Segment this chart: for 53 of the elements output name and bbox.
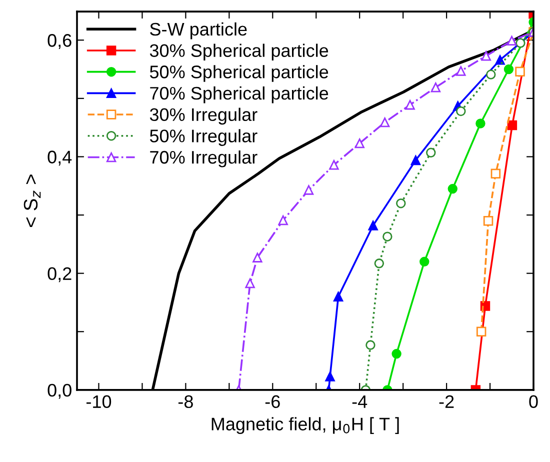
- y-tick-label: 0,4: [48, 150, 72, 166]
- point: [382, 232, 392, 242]
- legend-label: 70% Irregular: [150, 150, 258, 168]
- point: [304, 185, 314, 195]
- x-tick-label: -2: [439, 395, 454, 408]
- point: [420, 256, 430, 267]
- y-tick-label: 0,0: [48, 384, 72, 399]
- point: [515, 66, 525, 76]
- point: [481, 51, 491, 61]
- point: [410, 155, 421, 166]
- point: [245, 278, 255, 288]
- point: [396, 198, 406, 208]
- point: [456, 106, 466, 116]
- point: [476, 326, 486, 336]
- point: [506, 36, 517, 46]
- y-tick-label: 0,6: [48, 34, 72, 49]
- x-tick-label: -6: [265, 395, 280, 408]
- point: [476, 118, 486, 128]
- point: [486, 70, 496, 80]
- point: [380, 117, 390, 128]
- legend-label: 50% Irregular: [150, 129, 258, 146]
- point: [426, 148, 436, 158]
- point: [366, 340, 376, 350]
- x-tick-label: -10: [86, 395, 112, 408]
- legend-label: S-W particle: [150, 22, 247, 40]
- point: [490, 168, 501, 178]
- point: [504, 64, 514, 74]
- point: [278, 215, 288, 226]
- y-axis-title: < S$_{z}$ >: [24, 174, 41, 227]
- point: [374, 258, 384, 268]
- x-tick-label: -8: [178, 395, 193, 408]
- legend-label: 30% Irregular: [150, 108, 258, 125]
- x-tick-label: -4: [352, 395, 368, 408]
- point: [368, 220, 378, 230]
- point: [333, 292, 344, 302]
- point: [448, 184, 458, 194]
- point: [405, 100, 415, 110]
- legend-label: 50% Spherical particle: [150, 65, 328, 82]
- x-axis-title: Magnetic field, μ$_{0}$H [ T ]: [212, 417, 399, 434]
- point: [325, 372, 335, 382]
- point: [483, 216, 494, 226]
- point: [507, 120, 518, 130]
- point: [456, 66, 466, 76]
- point: [354, 138, 364, 148]
- point: [252, 252, 262, 262]
- point: [329, 160, 339, 170]
- point: [392, 348, 402, 359]
- point: [430, 82, 441, 92]
- legend-label: 70% Spherical particle: [150, 86, 328, 104]
- y-tick-label: 0,2: [48, 267, 72, 282]
- legend-label: 30% Spherical particle: [150, 44, 328, 61]
- x-tick-label: 0: [529, 395, 538, 408]
- point: [516, 38, 526, 48]
